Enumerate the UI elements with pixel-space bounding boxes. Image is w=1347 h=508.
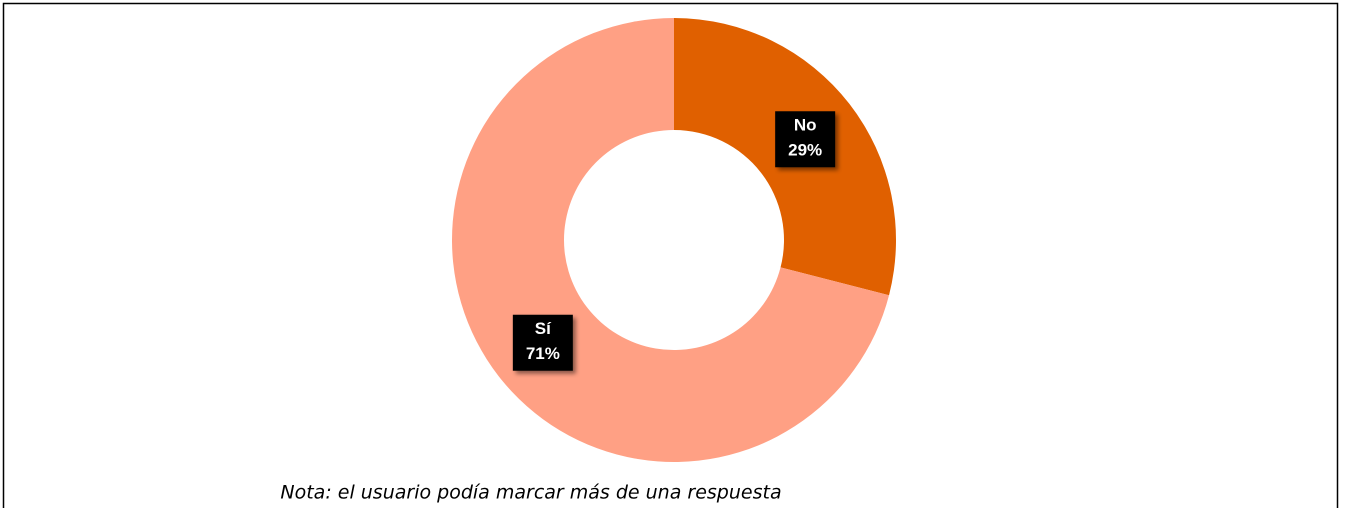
- data-labels: No 29% Sí 71%: [512, 111, 836, 371]
- label-box: [775, 111, 836, 168]
- label-value: 29%: [788, 141, 822, 160]
- label-category: No: [794, 116, 817, 135]
- label-category: Sí: [535, 319, 552, 338]
- donut: [451, 18, 896, 463]
- note: Nota: el usuario podía marcar más de una…: [280, 482, 781, 504]
- label-box: [512, 314, 573, 371]
- label-value: 71%: [526, 344, 560, 363]
